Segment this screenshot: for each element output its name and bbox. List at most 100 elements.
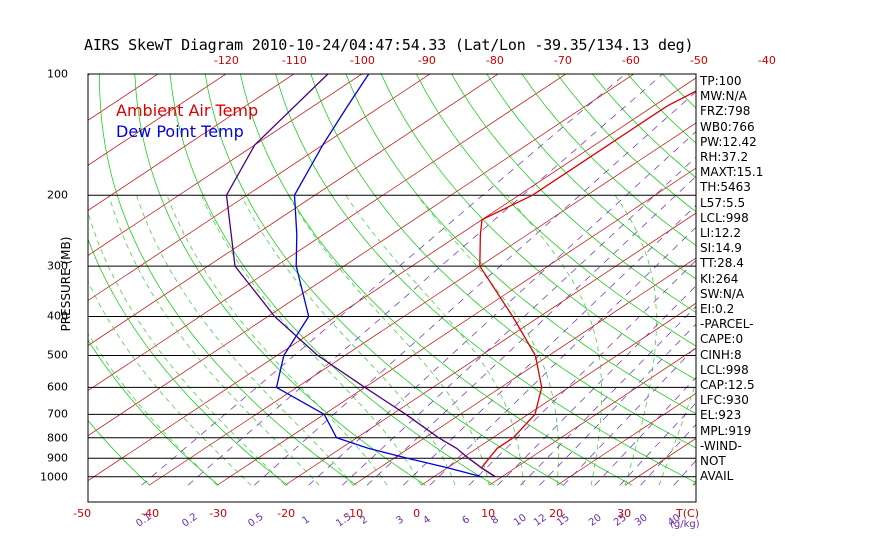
stat-item: RH:37.2 bbox=[700, 150, 749, 165]
dry-adiabat-line bbox=[486, 74, 696, 280]
bottom-temperature-tick: -40 bbox=[141, 507, 160, 520]
dry-adiabat-line bbox=[169, 74, 495, 486]
sounding-indices: TP:100 MW:N/A FRZ:798 WB0:766 PW:12.42 RH:37.… bbox=[700, 74, 763, 484]
chart-title: AIRS SkewT Diagram 2010-10-24/04:47:54.3… bbox=[84, 36, 694, 54]
bottom-temperature-tick: 30 bbox=[617, 507, 632, 520]
isobar-lines bbox=[88, 194, 696, 478]
isotherm-line bbox=[829, 56, 870, 486]
stat-item: TT:28.4 bbox=[700, 256, 744, 271]
dry-adiabat-line bbox=[345, 74, 696, 415]
bottom-temperature-tick: -50 bbox=[73, 507, 92, 520]
mixing-ratio-line bbox=[468, 260, 696, 486]
stat-item: NOT bbox=[700, 454, 726, 469]
bottom-temperature-tick: -30 bbox=[209, 507, 228, 520]
dry-adiabat-line bbox=[99, 74, 357, 486]
sounding-series bbox=[225, 74, 696, 478]
pressure-label: 900 bbox=[47, 451, 68, 465]
bottom-temperature-tick: 0 bbox=[413, 507, 421, 520]
dry-adiabat-line bbox=[134, 74, 426, 486]
dry-adiabat-line bbox=[521, 74, 696, 246]
dry-adiabat-line bbox=[88, 339, 219, 486]
parcel-line bbox=[225, 74, 496, 478]
stat-item: CAPE:0 bbox=[700, 332, 744, 347]
moist-adiabat-line bbox=[88, 211, 286, 486]
mixing-ratio-line bbox=[308, 131, 696, 486]
mixing-ratio-line bbox=[497, 285, 696, 486]
stat-item: MW:N/A bbox=[700, 89, 747, 104]
isotherm-line bbox=[148, 122, 696, 486]
top-temperature-tick: -50 bbox=[689, 54, 708, 67]
isotherm-line bbox=[488, 347, 696, 486]
moist-adiabat-line bbox=[287, 195, 490, 486]
stat-item: KI:264 bbox=[700, 271, 739, 286]
moist-adiabat-line bbox=[506, 194, 603, 486]
bottom-temperature-tick: 10 bbox=[481, 507, 496, 520]
moist-adiabat-line bbox=[240, 195, 456, 486]
top-temperature-tick: -120 bbox=[213, 54, 239, 67]
isotherm-line bbox=[420, 302, 696, 486]
isotherm-line bbox=[284, 212, 696, 486]
stat-item: EL:923 bbox=[700, 408, 742, 423]
top-temperature-tick: -40 bbox=[757, 54, 776, 67]
moist-adiabat-line bbox=[88, 280, 252, 486]
pressure-label: 800 bbox=[47, 431, 68, 445]
isotherm-line bbox=[88, 74, 159, 121]
stat-item: L57:5.5 bbox=[700, 195, 746, 210]
moist-adiabat-line bbox=[88, 332, 218, 486]
pressure-label: 500 bbox=[47, 348, 68, 362]
pressure-label: 600 bbox=[47, 380, 68, 394]
isotherm-line bbox=[0, 56, 50, 486]
bottom-temperature-tick: -20 bbox=[277, 507, 296, 520]
dry-adiabat-line bbox=[817, 56, 870, 486]
moist-adiabat-line bbox=[658, 381, 696, 486]
stat-item: LCL:998 bbox=[700, 210, 749, 225]
isotherm-line bbox=[761, 56, 870, 486]
dry-adiabat-line bbox=[88, 238, 288, 486]
mixing-ratio-line bbox=[594, 376, 696, 486]
stat-item: LCL:998 bbox=[700, 362, 749, 377]
pressure-label: 400 bbox=[47, 309, 68, 323]
top-temperature-tick: -110 bbox=[281, 54, 307, 67]
bottom-temperature-tick: 20 bbox=[549, 507, 564, 520]
isotherm-line bbox=[88, 74, 363, 256]
pressure-label: 300 bbox=[47, 259, 68, 273]
mixing-ratio-line bbox=[619, 402, 696, 486]
isotherm-line bbox=[88, 74, 431, 301]
dry-adiabat-line bbox=[749, 56, 870, 486]
temperature-unit-label: T(C) bbox=[676, 507, 699, 520]
isotherm-line bbox=[556, 392, 696, 486]
legend-ambient: Ambient Air Temp bbox=[116, 101, 259, 120]
stat-item: TH:5463 bbox=[700, 180, 751, 195]
isotherm-line bbox=[88, 77, 696, 482]
plot-frame bbox=[87, 73, 697, 503]
stat-item: WB0:766 bbox=[700, 119, 755, 134]
moist-adiabat-line bbox=[166, 195, 388, 486]
mixing-ratio-line bbox=[187, 74, 663, 486]
stat-item: CINH:8 bbox=[700, 347, 742, 362]
stat-item: -PARCEL- bbox=[700, 317, 754, 332]
dry-adiabat-line bbox=[204, 74, 564, 486]
pressure-label: 700 bbox=[47, 407, 68, 421]
isotherm-line bbox=[352, 257, 696, 486]
mixing-ratio-line bbox=[342, 156, 696, 486]
dry-adiabat-line bbox=[240, 74, 633, 486]
dry-adiabat-line bbox=[783, 56, 870, 486]
stat-item: PW:12.42 bbox=[700, 134, 757, 149]
stat-item: LI:12.2 bbox=[700, 226, 741, 241]
mixing-ratio-line bbox=[563, 346, 696, 486]
background-grid bbox=[0, 56, 870, 486]
mixing-ratio-unit-label: (g/kg) bbox=[670, 519, 700, 530]
isotherm-line bbox=[88, 74, 499, 346]
stat-item: -WIND- bbox=[700, 438, 742, 453]
isotherm-line bbox=[88, 74, 227, 166]
dry-adiabat-line bbox=[852, 56, 870, 486]
top-temperature-tick: -70 bbox=[553, 54, 572, 67]
moist-adiabat-line bbox=[201, 195, 422, 486]
legend-dewpoint: Dew Point Temp bbox=[116, 122, 244, 141]
mixing-ratio-line bbox=[539, 323, 696, 486]
stat-item: LFC:930 bbox=[700, 393, 749, 408]
isotherm-line bbox=[88, 74, 295, 211]
moist-adiabat-line bbox=[614, 195, 657, 486]
dry-adiabat-line bbox=[88, 419, 150, 486]
